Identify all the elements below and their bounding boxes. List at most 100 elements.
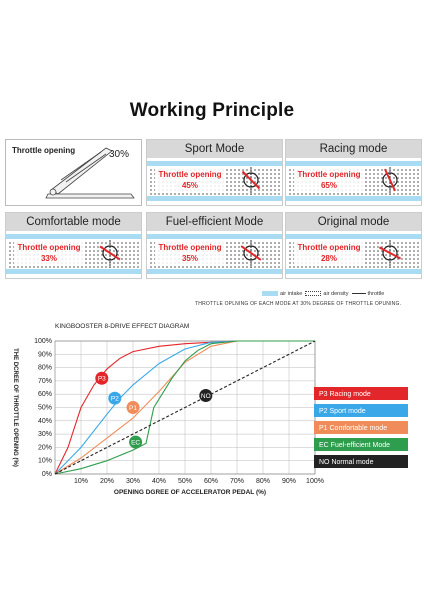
air-intake-band xyxy=(6,269,141,274)
x-axis-label: OPENING DGREE OF ACCELERATOR PEDAL (%) xyxy=(114,489,266,496)
effect-chart: KINGBOOSTER 8-DRIVE EFFECT DIAGRAM 0% 10% 2… xyxy=(12,323,408,496)
y-tick-label: 50% xyxy=(38,405,52,412)
series-marker-label: P2 xyxy=(111,396,119,403)
series-marker xyxy=(129,435,143,449)
air-density-swatch xyxy=(305,291,322,297)
legend-item xyxy=(314,455,408,468)
y-tick-label: 60% xyxy=(38,391,52,398)
throttle-label: Throttle opening xyxy=(12,146,76,155)
series-marker-label: P3 xyxy=(98,376,106,383)
x-tick-label: 90% xyxy=(282,478,296,485)
throttle-pedal-icon xyxy=(45,147,135,199)
page-title: Working Principle xyxy=(129,100,295,121)
throttle-opening-value: 33% xyxy=(40,254,57,263)
air-intake-band xyxy=(6,234,141,239)
air-intake-band xyxy=(147,161,282,166)
throttle-opening-text: Throttle opening xyxy=(158,243,222,252)
throttle-opening-text: Throttle opening xyxy=(297,170,361,179)
mode-panel: Original mode Throttle opening 28% xyxy=(285,212,422,279)
legend-item xyxy=(314,421,408,434)
air-intake-swatch xyxy=(262,291,278,297)
mode-panel-title: Original mode xyxy=(286,213,421,231)
x-tick-label: 10% xyxy=(74,478,88,485)
mode-panel: Fuel-efficient Mode Throttle opening 35% xyxy=(146,212,283,279)
throttle-valve-icon xyxy=(241,167,261,195)
note-text: THROTTLE OPLNING OF EACH MODE AT 30% DEG… xyxy=(195,301,402,307)
series-marker xyxy=(95,371,109,385)
legend-strip: air intake air density throttle xyxy=(262,291,384,297)
throttle-valve-icon xyxy=(240,240,262,268)
chart-title: KINGBOOSTER 8-DRIVE EFFECT DIAGRAM xyxy=(55,323,189,330)
throttle-opening-value: 45% xyxy=(181,181,198,190)
series-marker xyxy=(126,401,140,414)
y-tick-label: 0% xyxy=(42,471,52,478)
throttle-opening-label: Throttle opening 65% xyxy=(294,169,364,191)
air-intake-band xyxy=(286,196,421,201)
legend-item xyxy=(314,404,408,417)
legend-item xyxy=(314,438,408,451)
throttle-illustration: Throttle opening 30% xyxy=(5,139,142,206)
air-intake-band xyxy=(286,234,421,239)
air-intake-band xyxy=(147,234,282,239)
x-tick-label: 70% xyxy=(230,478,244,485)
y-tick-label: 80% xyxy=(38,365,52,372)
throttle-valve-icon xyxy=(382,167,398,195)
air-intake-band xyxy=(286,161,421,166)
throttle-opening-label: Throttle opening 28% xyxy=(294,242,364,264)
series-line-ec xyxy=(54,340,315,475)
series-line-no xyxy=(54,340,316,475)
y-tick-label: 100% xyxy=(34,338,52,345)
x-tick-label: 60% xyxy=(204,478,218,485)
mode-panel-title: Fuel-efficient Mode xyxy=(147,213,282,231)
legend-item-label: P1 Comfortable mode xyxy=(319,425,387,432)
legend-item-label: EC Fuel-efficient Mode xyxy=(319,442,390,449)
legend-item-label: NO Normal mode xyxy=(319,459,374,466)
air-intake-label: air intake xyxy=(280,291,303,297)
air-density-label: air density xyxy=(323,291,349,297)
x-tick-label: 50% xyxy=(178,478,192,485)
throttle-percent: 30% xyxy=(109,149,130,160)
y-tick-label: 20% xyxy=(38,444,52,451)
mode-panel: Racing mode Throttle opening 65% xyxy=(285,139,422,206)
y-axis-label: THE DCREE OF THROTTLE OPENING (%) xyxy=(12,348,18,467)
legend-item-label: P3 Racing mode xyxy=(319,391,371,398)
air-intake-band xyxy=(147,196,282,201)
y-tick-label: 70% xyxy=(38,378,52,385)
throttle-legend-label: throttle xyxy=(367,291,385,297)
y-tick-label: 10% xyxy=(38,458,52,465)
air-intake-band xyxy=(147,269,282,274)
x-tick-label: 40% xyxy=(152,478,166,485)
throttle-opening-value: 35% xyxy=(181,254,198,263)
y-tick-label: 30% xyxy=(38,431,52,438)
mode-panel: Sport Mode Throttle opening 45% xyxy=(146,139,283,206)
x-tick-label: 30% xyxy=(126,478,140,485)
x-tick-label: 80% xyxy=(256,478,270,485)
y-tick-label: 90% xyxy=(38,351,52,358)
series-marker-label: NO xyxy=(201,393,211,400)
series-marker xyxy=(199,389,213,403)
throttle-opening-value: 65% xyxy=(320,181,337,190)
throttle-opening-text: Throttle opening xyxy=(297,243,361,252)
mode-panel-title: Sport Mode xyxy=(147,140,282,158)
series-marker xyxy=(108,391,122,405)
legend-item xyxy=(314,387,408,400)
throttle-opening-value: 28% xyxy=(320,254,337,263)
x-tick-label: 20% xyxy=(100,478,114,485)
throttle-swatch xyxy=(351,293,366,295)
legend-item-label: P2 Sport mode xyxy=(319,408,366,415)
air-intake-band xyxy=(286,269,421,274)
x-tick-label: 100% xyxy=(306,478,324,485)
throttle-opening-text: Throttle opening xyxy=(17,243,81,252)
throttle-opening-label: Throttle opening 35% xyxy=(155,242,225,264)
series-marker-label: P1 xyxy=(129,405,137,412)
mode-panel: Comfortable mode Throttle opening 33% xyxy=(5,212,142,279)
throttle-opening-label: Throttle opening 45% xyxy=(155,169,225,191)
throttle-valve-icon xyxy=(99,240,121,268)
mode-panel-title: Racing mode xyxy=(286,140,421,158)
throttle-opening-text: Throttle opening xyxy=(158,170,222,179)
series-marker-label: EC xyxy=(131,440,140,447)
y-tick-label: 40% xyxy=(38,418,52,425)
throttle-valve-icon xyxy=(378,240,402,268)
mode-panel-title: Comfortable mode xyxy=(6,213,141,231)
throttle-opening-label: Throttle opening 33% xyxy=(14,242,84,264)
